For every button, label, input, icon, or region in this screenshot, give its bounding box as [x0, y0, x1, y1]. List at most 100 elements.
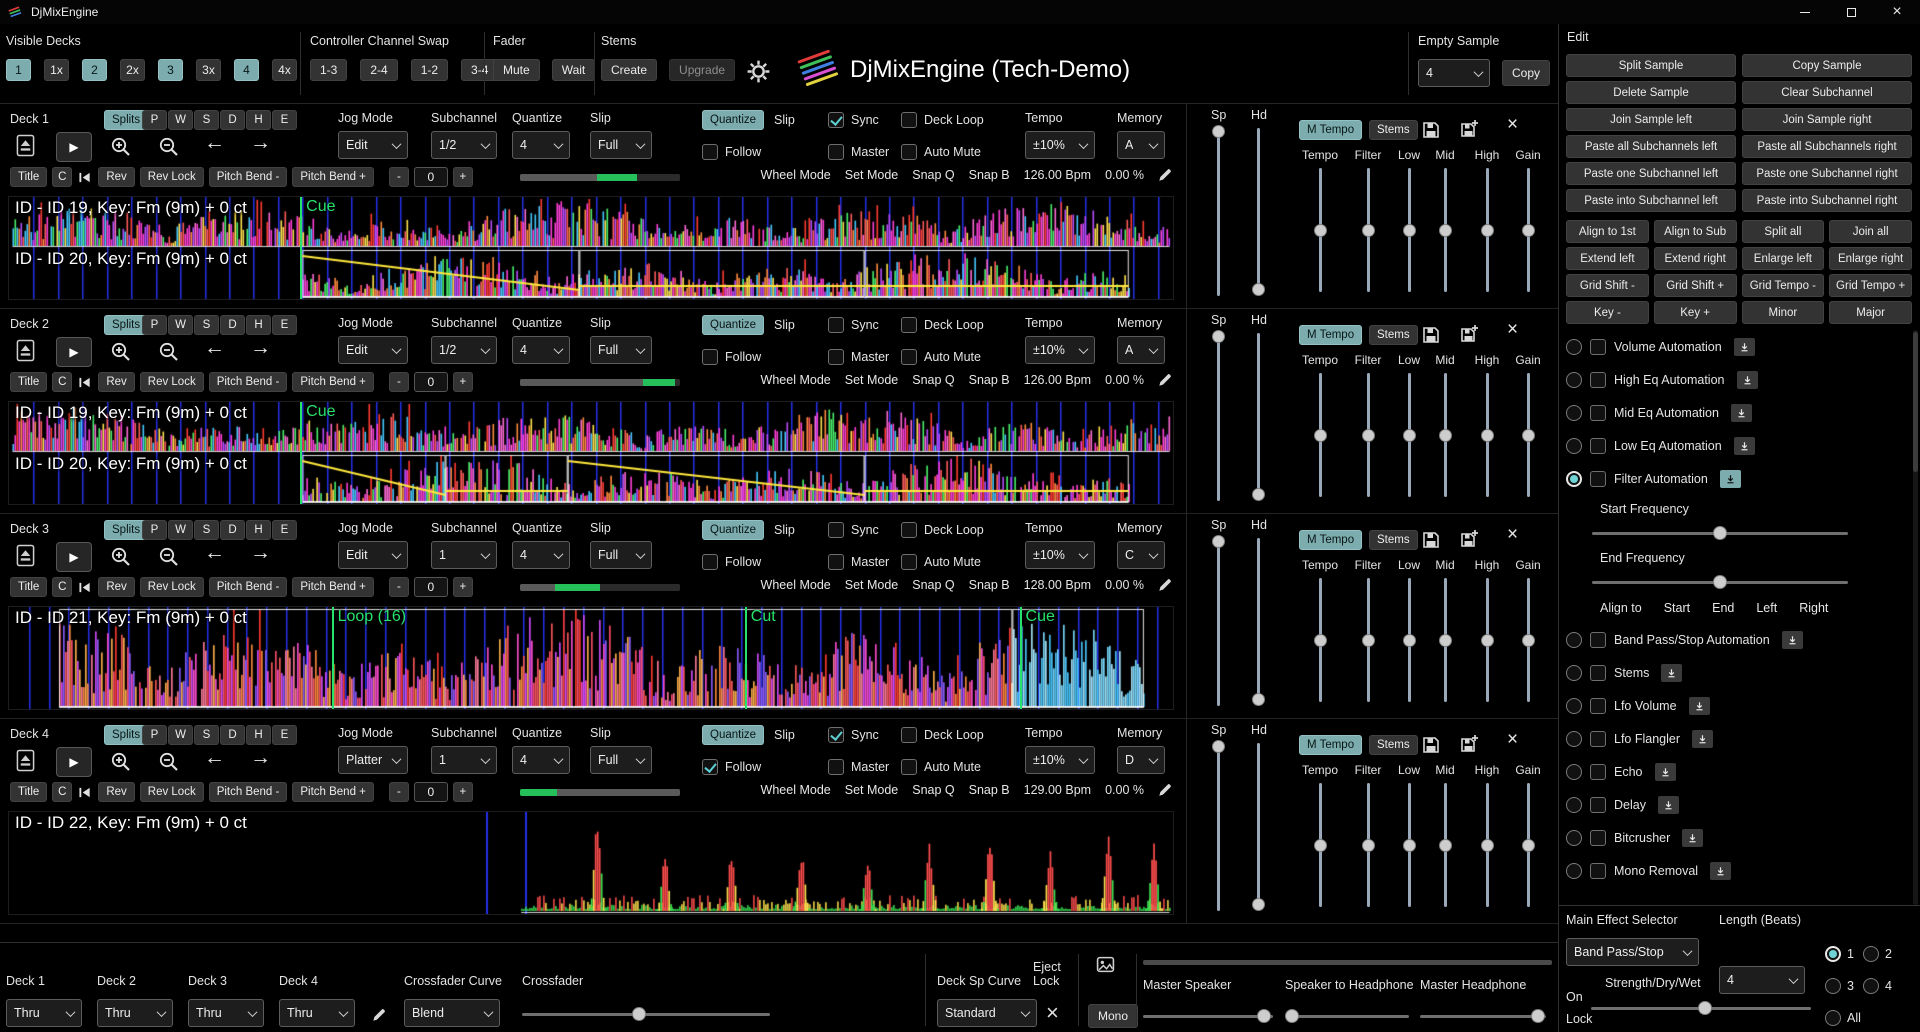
save-icon[interactable]	[1421, 735, 1441, 755]
pitch-plus-button[interactable]: +	[452, 782, 473, 802]
visible-deck-4-toggle[interactable]: 4	[234, 59, 259, 81]
memory-select[interactable]: D	[1117, 746, 1165, 774]
minimize-button[interactable]	[1782, 0, 1828, 24]
pitch-minus-button[interactable]: -	[388, 782, 409, 802]
pitch-bend-button[interactable]: Pitch Bend -	[208, 167, 288, 187]
deck-mode-s-button[interactable]: S	[194, 315, 219, 335]
checkbox[interactable]	[702, 144, 718, 160]
slider-knob[interactable]	[1212, 535, 1225, 549]
download-icon[interactable]	[1682, 828, 1704, 847]
edit-align-to-sub-button[interactable]: Align to Sub	[1653, 220, 1737, 243]
checkbox[interactable]	[702, 554, 718, 570]
edit-join-sample-left-button[interactable]: Join Sample left	[1566, 108, 1736, 131]
edit-key-button[interactable]: Key -	[1566, 301, 1649, 324]
wheel-mode-toggle[interactable]: Wheel Mode	[760, 168, 831, 182]
pitch-bend-button[interactable]: Pitch Bend -	[208, 577, 288, 597]
download-icon[interactable]	[1730, 403, 1752, 422]
stems-create-button[interactable]: Create	[601, 59, 658, 81]
follow-checkbox[interactable]: Follow	[702, 759, 761, 775]
edit-major-button[interactable]: Major	[1829, 301, 1912, 324]
download-icon[interactable]	[1661, 663, 1683, 682]
close-deck-button[interactable]: ×	[1507, 319, 1519, 340]
filter-slider[interactable]	[1361, 783, 1375, 907]
checkbox[interactable]	[901, 144, 917, 160]
slider-knob[interactable]	[1439, 429, 1452, 442]
edit-enlarge-left-button[interactable]: Enlarge left	[1741, 247, 1825, 270]
pitch-amount-input[interactable]: 0	[413, 167, 448, 187]
auto-mute-checkbox[interactable]: Auto Mute	[901, 144, 981, 160]
deck-mode-e-button[interactable]: E	[272, 725, 297, 745]
slider-knob[interactable]	[1522, 839, 1535, 852]
automation-checkbox[interactable]	[1590, 697, 1606, 714]
align-start-button[interactable]: Start	[1663, 601, 1691, 615]
pitch-minus-button[interactable]: -	[388, 167, 409, 187]
slot-radio[interactable]	[1825, 1010, 1841, 1026]
stems-toggle[interactable]: Stems	[1369, 120, 1418, 140]
snap-b-toggle[interactable]: Snap B	[968, 168, 1010, 182]
checkbox[interactable]	[901, 349, 917, 365]
edit-pencil-icon[interactable]	[1158, 783, 1172, 797]
deck-mode-p-button[interactable]: P	[142, 315, 167, 335]
filter-slider[interactable]	[1361, 578, 1375, 702]
automation-checkbox[interactable]	[1590, 796, 1606, 813]
length-beats-select[interactable]: 4	[1719, 966, 1805, 994]
pitch-bend-button[interactable]: Pitch Bend +	[292, 577, 374, 597]
edit-curve-pencil-icon[interactable]	[372, 1008, 386, 1022]
pitch-plus-button[interactable]: +	[452, 577, 473, 597]
deck-mode-p-button[interactable]: P	[142, 520, 167, 540]
splits-toggle[interactable]: Splits	[104, 520, 149, 540]
subchannel-select[interactable]: 1	[431, 746, 497, 774]
set-mode-toggle[interactable]: Set Mode	[844, 578, 899, 592]
slider-knob[interactable]	[1362, 839, 1375, 852]
high-slider[interactable]	[1480, 168, 1494, 292]
align-end-button[interactable]: End	[1712, 601, 1735, 615]
rev-button[interactable]: Rev	[98, 577, 135, 597]
effect-slot-3[interactable]: 3	[1825, 978, 1854, 994]
checkbox[interactable]	[702, 759, 718, 775]
edit-join-sample-right-button[interactable]: Join Sample right	[1742, 108, 1912, 131]
slider-knob[interactable]	[631, 1007, 646, 1021]
edit-grid-shift-button[interactable]: Grid Shift +	[1653, 274, 1737, 297]
seek-forward-arrow-icon[interactable]: →	[250, 336, 271, 359]
automation-checkbox[interactable]	[1590, 338, 1606, 355]
pitch-bend-button[interactable]: Pitch Bend +	[292, 782, 374, 802]
automation-checkbox[interactable]	[1590, 763, 1606, 780]
rev-lock-button[interactable]: Rev Lock	[139, 577, 204, 597]
stems-toggle[interactable]: Stems	[1369, 530, 1418, 550]
automation-radio[interactable]	[1566, 796, 1582, 813]
mid-slider[interactable]	[1438, 373, 1452, 497]
automation-radio[interactable]	[1566, 829, 1582, 846]
cue-c-button[interactable]: C	[52, 782, 73, 802]
eject-load-icon[interactable]	[16, 544, 35, 567]
title-button[interactable]: Title	[10, 577, 48, 597]
memory-select[interactable]: A	[1117, 336, 1165, 364]
slot-radio[interactable]	[1863, 978, 1879, 994]
low-slider[interactable]	[1402, 783, 1416, 907]
cue-c-button[interactable]: C	[52, 577, 73, 597]
master-tempo-toggle[interactable]: M Tempo	[1299, 735, 1363, 755]
quantize-toggle[interactable]: Quantize	[702, 110, 765, 130]
tempo-slider[interactable]	[1313, 373, 1327, 497]
master-checkbox[interactable]: Master	[828, 554, 889, 570]
auto-mute-checkbox[interactable]: Auto Mute	[901, 759, 981, 775]
download-icon[interactable]	[1657, 795, 1679, 814]
close-deck-button[interactable]: ×	[1507, 729, 1519, 750]
set-mode-toggle[interactable]: Set Mode	[844, 373, 899, 387]
seek-back-arrow-icon[interactable]: ←	[204, 131, 225, 154]
slider-knob[interactable]	[1481, 429, 1494, 442]
snap-q-toggle[interactable]: Snap Q	[912, 373, 955, 387]
slider-knob[interactable]	[1481, 224, 1494, 237]
automation-radio[interactable]	[1566, 730, 1582, 747]
quantize-select[interactable]: 4	[512, 541, 570, 569]
automation-radio[interactable]	[1566, 697, 1582, 714]
checkbox[interactable]	[828, 349, 844, 365]
edit-clear-subchannel-button[interactable]: Clear Subchannel	[1742, 81, 1912, 104]
deck-mode-d-button[interactable]: D	[220, 315, 245, 335]
speaker-volume-slider[interactable]	[1211, 125, 1225, 296]
slider-knob[interactable]	[1403, 839, 1416, 852]
low-slider[interactable]	[1402, 168, 1416, 292]
rev-lock-button[interactable]: Rev Lock	[139, 372, 204, 392]
visible-deck-1-toggle[interactable]: 1	[6, 59, 31, 81]
automation-checkbox[interactable]	[1590, 437, 1606, 454]
slider-knob[interactable]	[1212, 125, 1225, 139]
